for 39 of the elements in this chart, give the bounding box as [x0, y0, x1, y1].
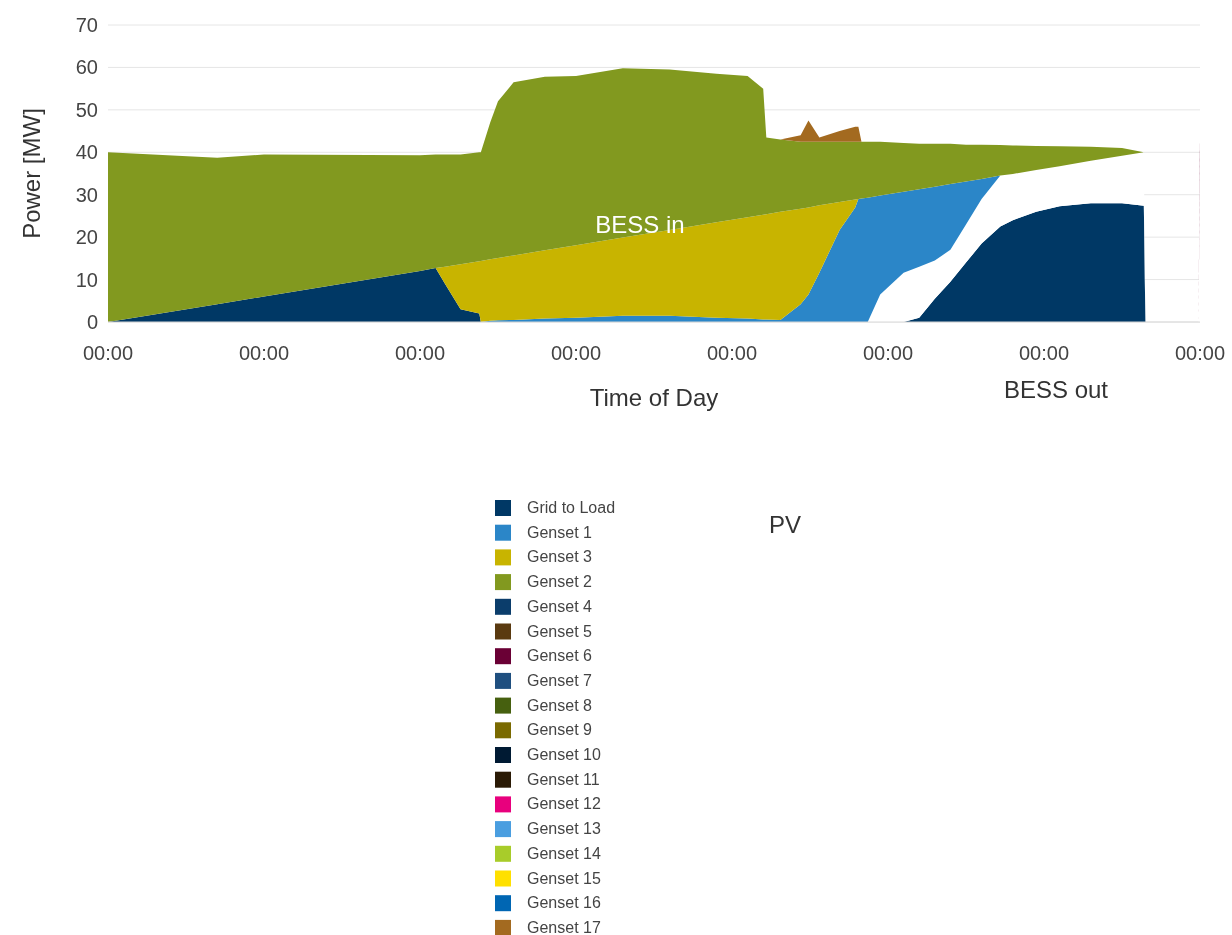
- legend-label: Genset 8: [527, 696, 593, 714]
- annotation: BESS in: [595, 211, 685, 238]
- y-tick-label: 50: [75, 98, 98, 121]
- x-tick-label: 00:00: [1174, 342, 1226, 364]
- y-axis-title: Power [MW]: [18, 108, 45, 239]
- legend-label: Genset 17: [527, 918, 601, 935]
- legend-label: Genset 11: [527, 770, 600, 788]
- y-tick-label: 70: [75, 14, 98, 36]
- text: BESS out: [1003, 376, 1109, 403]
- legend-label: Genset 7: [527, 671, 593, 689]
- text: PV: [768, 511, 802, 538]
- x-tick-label: 00:00: [82, 342, 134, 364]
- legend-label: Genset 12: [527, 795, 601, 813]
- x-tick-label: 00:00: [1018, 342, 1070, 364]
- y-tick-label: 10: [75, 268, 98, 291]
- x-tick-label: 00:00: [862, 342, 914, 364]
- y-tick-label: 20: [75, 226, 98, 249]
- x-tick-label: 00:00: [238, 342, 290, 364]
- x-axis-title: Time of Day: [589, 384, 719, 411]
- x-tick-label: 00:00: [394, 342, 446, 364]
- legend-label: Genset 15: [527, 869, 601, 887]
- legend-label: Genset 10: [527, 746, 601, 763]
- y-tick-label: 30: [75, 183, 98, 206]
- legend-label: Genset 16: [527, 894, 601, 912]
- legend-label: Genset 6: [527, 647, 593, 665]
- y-tick-label: 0: [86, 311, 98, 333]
- legend-label: Genset 3: [527, 548, 593, 566]
- y-tick-label: 60: [75, 56, 98, 79]
- legend-label: Genset 9: [527, 721, 593, 739]
- legend-label: Genset 5: [527, 622, 593, 640]
- legend-label: Genset 14: [527, 844, 601, 862]
- x-tick-label: 00:00: [706, 342, 758, 364]
- legend-label: Genset 13: [527, 820, 601, 838]
- y-tick-label: 40: [75, 141, 98, 164]
- legend-label: Genset 4: [527, 597, 593, 615]
- legend-label: Genset 1: [527, 523, 593, 541]
- legend-label: Grid to Load: [527, 499, 616, 516]
- legend-label: Genset 2: [527, 573, 593, 591]
- x-tick-label: 00:00: [550, 342, 602, 364]
